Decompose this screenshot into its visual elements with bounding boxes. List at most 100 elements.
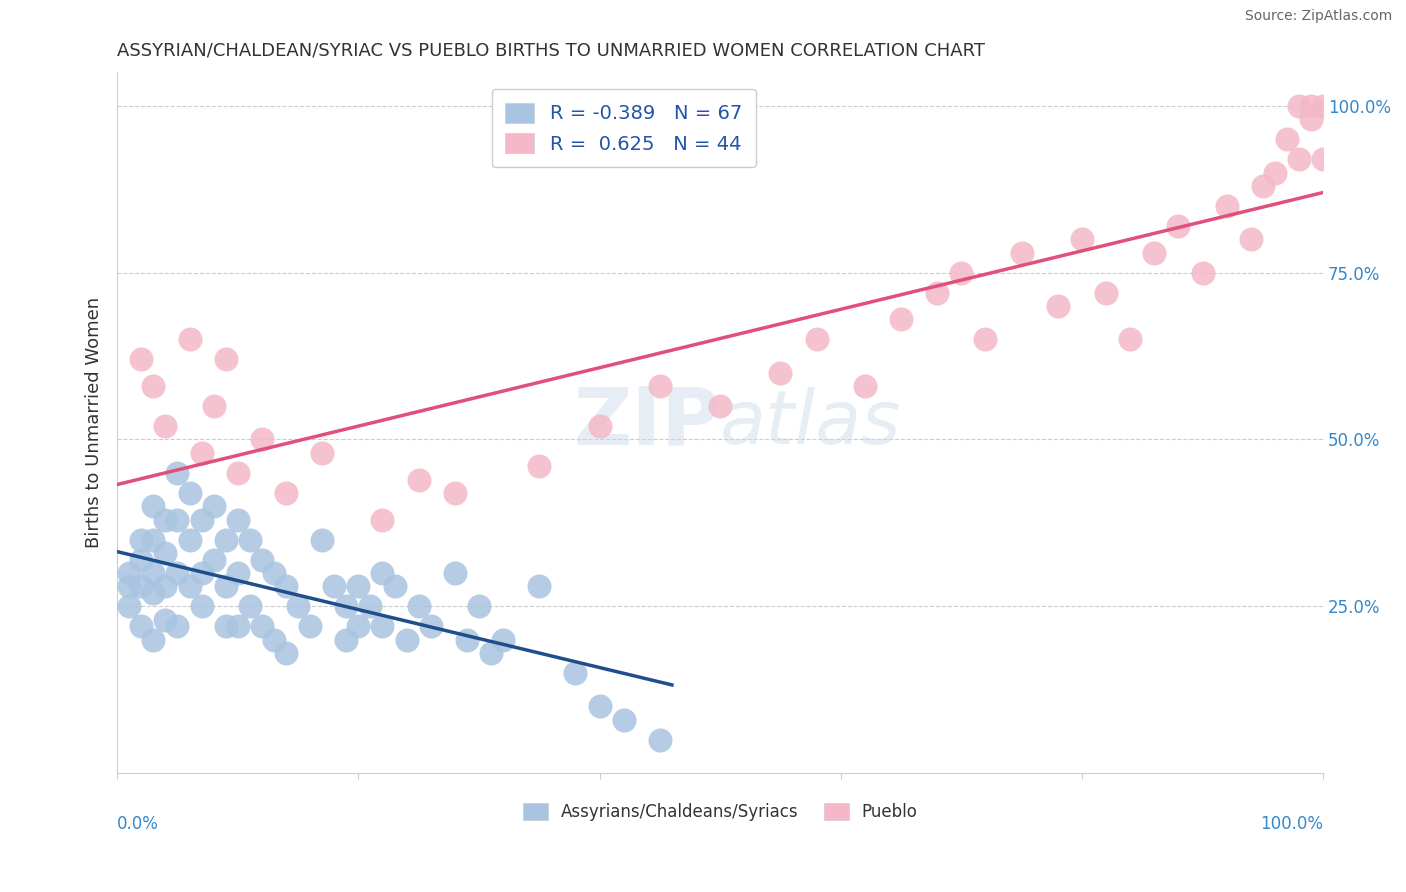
Point — [166, 466, 188, 480]
Point — [1288, 99, 1310, 113]
Point — [179, 579, 201, 593]
Point — [456, 632, 478, 647]
Point — [371, 566, 394, 580]
Point — [142, 566, 165, 580]
Point — [155, 512, 177, 526]
Point — [890, 312, 912, 326]
Point — [250, 619, 273, 633]
Point — [239, 599, 262, 614]
Point — [927, 285, 949, 300]
Point — [1251, 178, 1274, 193]
Point — [1011, 245, 1033, 260]
Point — [226, 566, 249, 580]
Point — [131, 352, 153, 367]
Point — [190, 512, 212, 526]
Point — [311, 446, 333, 460]
Point — [190, 566, 212, 580]
Point — [131, 619, 153, 633]
Point — [492, 632, 515, 647]
Point — [1095, 285, 1118, 300]
Point — [709, 399, 731, 413]
Point — [131, 552, 153, 566]
Point — [408, 599, 430, 614]
Point — [1299, 112, 1322, 127]
Point — [263, 632, 285, 647]
Point — [1240, 232, 1263, 246]
Point — [335, 632, 357, 647]
Point — [190, 599, 212, 614]
Point — [215, 533, 238, 547]
Point — [155, 419, 177, 434]
Point — [323, 579, 346, 593]
Point — [359, 599, 381, 614]
Point — [468, 599, 491, 614]
Point — [142, 533, 165, 547]
Point — [371, 512, 394, 526]
Point — [1312, 152, 1334, 166]
Point — [215, 579, 238, 593]
Point — [444, 566, 467, 580]
Point — [118, 599, 141, 614]
Point — [1191, 266, 1213, 280]
Point — [395, 632, 418, 647]
Point — [118, 579, 141, 593]
Point — [215, 352, 238, 367]
Point — [950, 266, 973, 280]
Point — [529, 459, 551, 474]
Text: ZIP: ZIP — [572, 384, 720, 462]
Point — [419, 619, 441, 633]
Point — [371, 619, 394, 633]
Point — [853, 379, 876, 393]
Point — [1275, 132, 1298, 146]
Point — [1312, 99, 1334, 113]
Point — [155, 579, 177, 593]
Point — [347, 579, 370, 593]
Point — [239, 533, 262, 547]
Point — [142, 379, 165, 393]
Point — [769, 366, 792, 380]
Point — [274, 486, 297, 500]
Point — [118, 566, 141, 580]
Point — [408, 473, 430, 487]
Point — [335, 599, 357, 614]
Point — [179, 332, 201, 346]
Point — [613, 713, 636, 727]
Point — [155, 613, 177, 627]
Point — [564, 666, 586, 681]
Point — [1143, 245, 1166, 260]
Point — [179, 486, 201, 500]
Point — [1288, 152, 1310, 166]
Point — [974, 332, 997, 346]
Point — [347, 619, 370, 633]
Point — [529, 579, 551, 593]
Point — [131, 533, 153, 547]
Point — [142, 632, 165, 647]
Point — [190, 446, 212, 460]
Point — [479, 646, 502, 660]
Point — [274, 579, 297, 593]
Point — [311, 533, 333, 547]
Point — [215, 619, 238, 633]
Point — [226, 512, 249, 526]
Point — [1299, 99, 1322, 113]
Text: 0.0%: 0.0% — [117, 815, 159, 833]
Point — [202, 500, 225, 514]
Point — [444, 486, 467, 500]
Point — [131, 579, 153, 593]
Point — [166, 619, 188, 633]
Point — [226, 466, 249, 480]
Point — [287, 599, 309, 614]
Point — [250, 433, 273, 447]
Point — [226, 619, 249, 633]
Point — [1071, 232, 1094, 246]
Point — [179, 533, 201, 547]
Point — [142, 500, 165, 514]
Legend: Assyrians/Chaldeans/Syriacs, Pueblo: Assyrians/Chaldeans/Syriacs, Pueblo — [516, 797, 924, 828]
Text: atlas: atlas — [720, 387, 901, 458]
Point — [202, 399, 225, 413]
Point — [588, 419, 610, 434]
Point — [588, 699, 610, 714]
Point — [166, 512, 188, 526]
Point — [250, 552, 273, 566]
Point — [155, 546, 177, 560]
